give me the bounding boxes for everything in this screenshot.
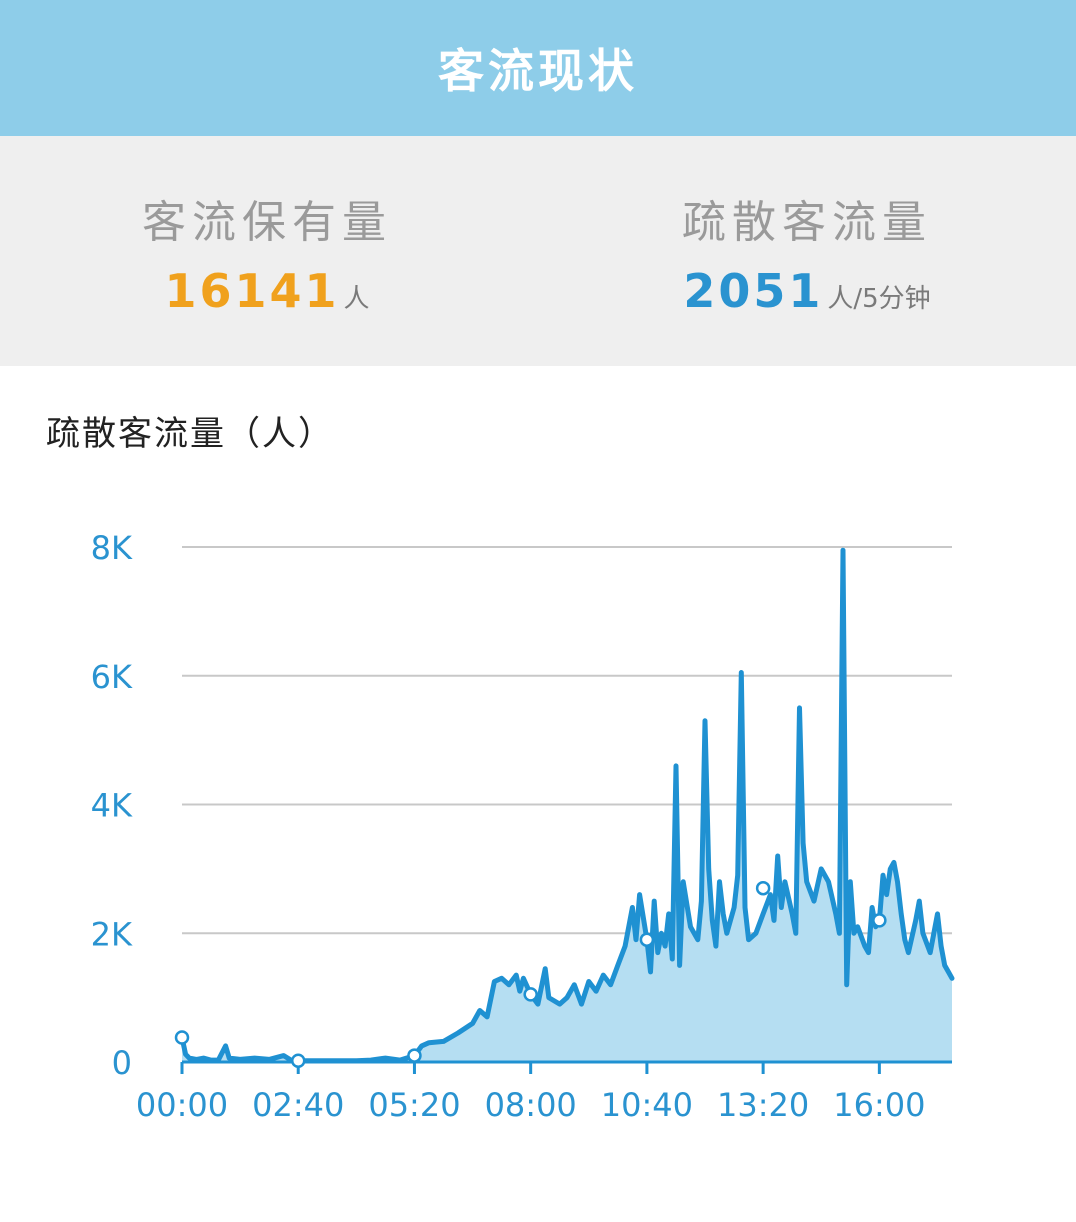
y-tick-label: 8K <box>91 529 133 567</box>
retained-unit: 人 <box>343 284 370 314</box>
retained-label: 客流保有量 <box>142 197 392 248</box>
y-tick-label: 6K <box>91 658 133 696</box>
data-point-marker <box>174 1030 190 1045</box>
evacuation-label: 疏散客流量 <box>682 197 932 248</box>
page-title: 客流现状 <box>438 44 638 98</box>
x-tick-label: 13:20 <box>717 1086 809 1124</box>
evacuation-flow-chart: 0 2K 4K 6K 8K 00:00 02:40 05:20 08:00 10:40 13:20 1… <box>91 529 955 1124</box>
evacuation-value-row: 2051 人/5分钟 <box>538 264 1076 318</box>
data-point-marker <box>290 1053 306 1068</box>
chart-title: 疏散客流量（人） <box>46 414 334 454</box>
evacuation-stat: 疏散客流量 2051 人/5分钟 <box>538 136 1076 366</box>
x-tick-label: 02:40 <box>252 1086 344 1124</box>
data-point-marker <box>407 1048 422 1063</box>
data-point-marker <box>872 913 887 928</box>
stats-panel: 客流保有量 16141 人 疏散客流量 2051 人/5分钟 <box>0 136 1076 366</box>
x-tick-label: 05:20 <box>368 1086 460 1124</box>
y-tick-label: 0 <box>112 1044 132 1082</box>
evacuation-unit: 人/5分钟 <box>827 284 931 314</box>
data-point-marker <box>755 880 771 896</box>
y-tick-label: 2K <box>91 915 133 953</box>
y-tick-label: 4K <box>91 787 133 825</box>
retained-stat: 客流保有量 16141 人 <box>0 136 538 366</box>
retained-value-row: 16141 人 <box>0 264 536 318</box>
app-header: 客流现状 <box>0 0 1076 136</box>
data-point-marker <box>523 987 538 1002</box>
x-tick-label: 10:40 <box>601 1086 693 1124</box>
x-tick-label: 00:00 <box>136 1086 228 1124</box>
evacuation-value: 2051 <box>683 264 824 318</box>
data-point-marker <box>639 932 655 947</box>
retained-value: 16141 <box>164 264 340 318</box>
x-tick-label: 08:00 <box>485 1086 577 1124</box>
series-area <box>182 550 952 1062</box>
x-tick-label: 16:00 <box>833 1086 925 1124</box>
